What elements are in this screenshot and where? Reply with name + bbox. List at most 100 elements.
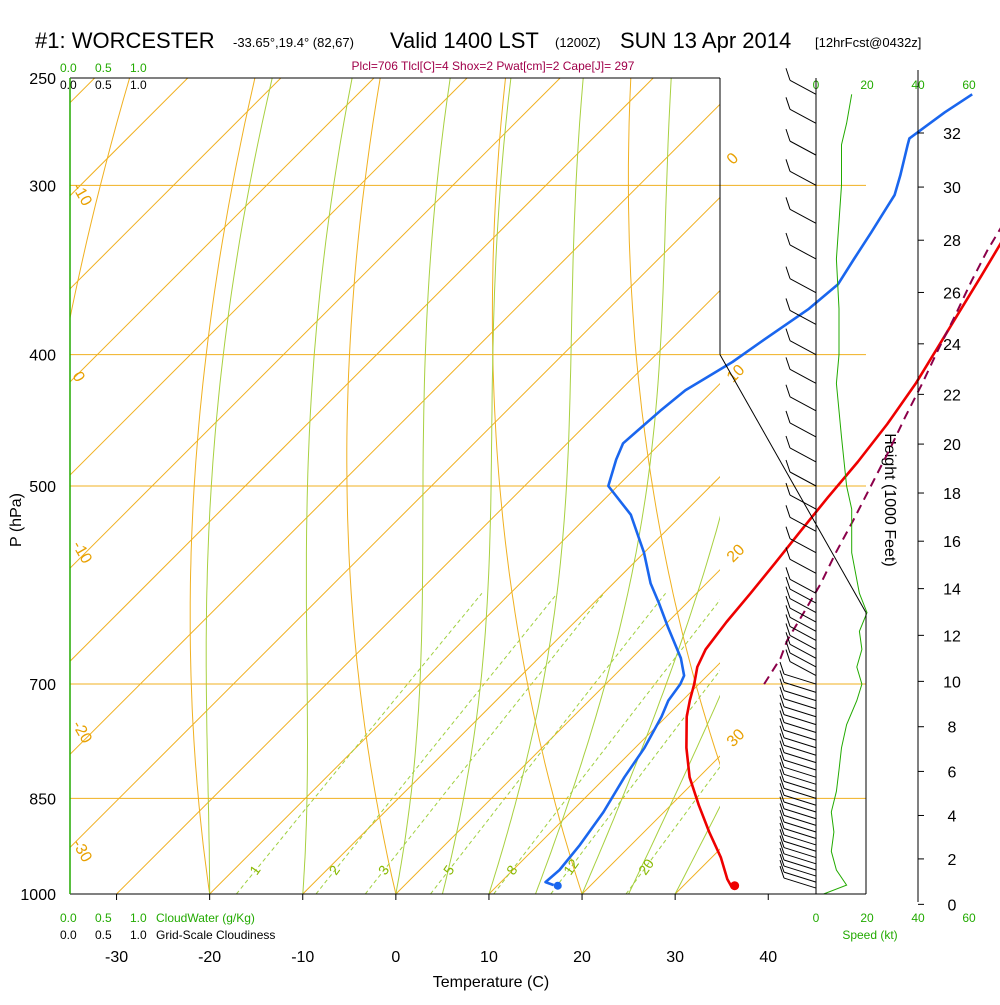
x-tick-label--10: -10 bbox=[291, 949, 314, 966]
valid-time: Valid 1400 LST bbox=[390, 28, 539, 53]
isotherm-60 bbox=[954, 78, 1000, 894]
wind-barb-41 bbox=[790, 539, 816, 553]
x-tick-label--30: -30 bbox=[105, 949, 128, 966]
height-tick-label-4: 4 bbox=[948, 808, 957, 825]
height-tick-label-10: 10 bbox=[943, 674, 961, 691]
station-title: #1: WORCESTER bbox=[35, 28, 215, 53]
isotherm-label-left-1: 0 bbox=[69, 369, 88, 385]
sounding-params: Plcl=706 Tlcl[C]=4 Shox=2 Pwat[cm]=2 Cap… bbox=[352, 59, 635, 73]
wind-barb-47 bbox=[790, 397, 816, 411]
x-tick-label--20: -20 bbox=[198, 949, 221, 966]
wind-barb-56 bbox=[790, 109, 816, 123]
height-tick-label-16: 16 bbox=[943, 534, 961, 551]
height-tick-label-26: 26 bbox=[943, 285, 961, 302]
height-tick-label-8: 8 bbox=[948, 720, 957, 737]
wind-barb-55 bbox=[790, 141, 816, 155]
wind-barb-32 bbox=[790, 644, 816, 658]
wind-barb-46 bbox=[790, 423, 816, 437]
wind-barb-flag-4 bbox=[780, 842, 784, 854]
speed-tick-bottom-0: 0 bbox=[813, 911, 820, 925]
height-tick-label-2: 2 bbox=[948, 852, 957, 869]
wind-barb-51 bbox=[790, 279, 816, 293]
wind-barb-flag-44 bbox=[786, 460, 790, 472]
wind-barb-27 bbox=[784, 691, 816, 701]
wind-barb-flag-49 bbox=[786, 329, 790, 341]
wind-barb-flag-12 bbox=[780, 790, 784, 802]
cloudwater-bottom-2: 1.0 bbox=[130, 911, 147, 925]
wind-barb-1 bbox=[784, 872, 816, 882]
x-tick-label-30: 30 bbox=[666, 949, 684, 966]
cloudwater-scale-1: 0.5 bbox=[95, 61, 112, 75]
wind-barb-54 bbox=[790, 171, 816, 185]
mixing-ratio-line-1 bbox=[316, 593, 557, 894]
wind-barb-flag-47 bbox=[786, 385, 790, 397]
isotherm-label-right-3: 30 bbox=[724, 726, 749, 751]
wind-barb-flag-57 bbox=[786, 68, 790, 80]
wind-barb-flag-54 bbox=[786, 159, 790, 171]
x-tick-label-20: 20 bbox=[573, 949, 591, 966]
wind-barb-flag-5 bbox=[780, 836, 784, 848]
wind-barb-40 bbox=[790, 559, 816, 573]
y-tick-label-400: 400 bbox=[29, 348, 56, 365]
wind-barb-flag-56 bbox=[786, 97, 790, 109]
wind-barb-flag-7 bbox=[780, 823, 784, 835]
wind-barb-26 bbox=[784, 699, 816, 709]
wind-barb-flag-42 bbox=[786, 505, 790, 517]
wind-barb-flag-2 bbox=[780, 854, 784, 866]
wind-barb-44 bbox=[790, 472, 816, 486]
wind-barb-flag-48 bbox=[786, 357, 790, 369]
mixing-ratio-label-2: 3 bbox=[375, 862, 393, 878]
wind-barb-3 bbox=[784, 860, 816, 870]
cloudwater-legend: CloudWater (g/Kg) bbox=[156, 911, 255, 925]
wind-barb-flag-51 bbox=[786, 267, 790, 279]
cloudiness-bottom-2: 1.0 bbox=[130, 928, 147, 942]
y-tick-label-300: 300 bbox=[29, 178, 56, 195]
y-tick-label-850: 850 bbox=[29, 791, 56, 808]
x-tick-label-40: 40 bbox=[759, 949, 777, 966]
wind-barb-31 bbox=[790, 653, 816, 667]
wind-barb-flag-40 bbox=[786, 547, 790, 559]
cloudiness-scale-1: 0.5 bbox=[95, 78, 112, 92]
mixing-ratio-line-4 bbox=[494, 593, 726, 894]
series-dewpoint bbox=[546, 94, 973, 885]
wind-barb-22 bbox=[784, 730, 816, 740]
wind-barb-34 bbox=[790, 626, 816, 640]
wind-barb-flag-52 bbox=[786, 233, 790, 245]
surface-dewpoint-point bbox=[554, 882, 562, 890]
cloudiness-legend: Grid-Scale Cloudiness bbox=[156, 928, 275, 942]
y-tick-label-1000: 1000 bbox=[20, 887, 56, 904]
mixing-ratio-label-0: 1 bbox=[246, 862, 264, 878]
mixing-ratio-line-0 bbox=[236, 593, 482, 894]
wind-barb-49 bbox=[790, 341, 816, 355]
wind-profile bbox=[780, 68, 867, 894]
wind-barb-7 bbox=[784, 835, 816, 845]
isotherm-label-left-3: -20 bbox=[69, 718, 95, 747]
wind-barb-5 bbox=[784, 848, 816, 858]
wind-barb-0 bbox=[784, 878, 816, 888]
isotherm-label-left-2: -10 bbox=[69, 538, 95, 567]
profile-lines bbox=[546, 94, 1000, 890]
height-tick-label-12: 12 bbox=[943, 628, 961, 645]
speed-axis-label: Speed (kt) bbox=[842, 928, 897, 942]
height-tick-label-14: 14 bbox=[943, 582, 961, 599]
wind-barb-flag-43 bbox=[786, 483, 790, 495]
wind-barb-flag-53 bbox=[786, 197, 790, 209]
wind-barb-24 bbox=[784, 715, 816, 725]
wind-barb-23 bbox=[784, 722, 816, 732]
speed-tick-bottom-40: 40 bbox=[911, 911, 925, 925]
wind-barb-25 bbox=[784, 707, 816, 717]
height-axis-title: Height (1000 Feet) bbox=[881, 433, 898, 566]
wind-barb-flag-45 bbox=[786, 436, 790, 448]
height-tick-label-22: 22 bbox=[943, 387, 961, 404]
wind-barb-flag-41 bbox=[786, 527, 790, 539]
cloudiness-scale-0: 0.0 bbox=[60, 78, 77, 92]
wind-barb-2 bbox=[784, 866, 816, 876]
wind-barb-flag-3 bbox=[780, 848, 784, 860]
x-axis-title: Temperature (C) bbox=[433, 974, 549, 991]
height-tick-label-28: 28 bbox=[943, 233, 961, 250]
wind-barb-flag-55 bbox=[786, 129, 790, 141]
y-tick-label-500: 500 bbox=[29, 479, 56, 496]
